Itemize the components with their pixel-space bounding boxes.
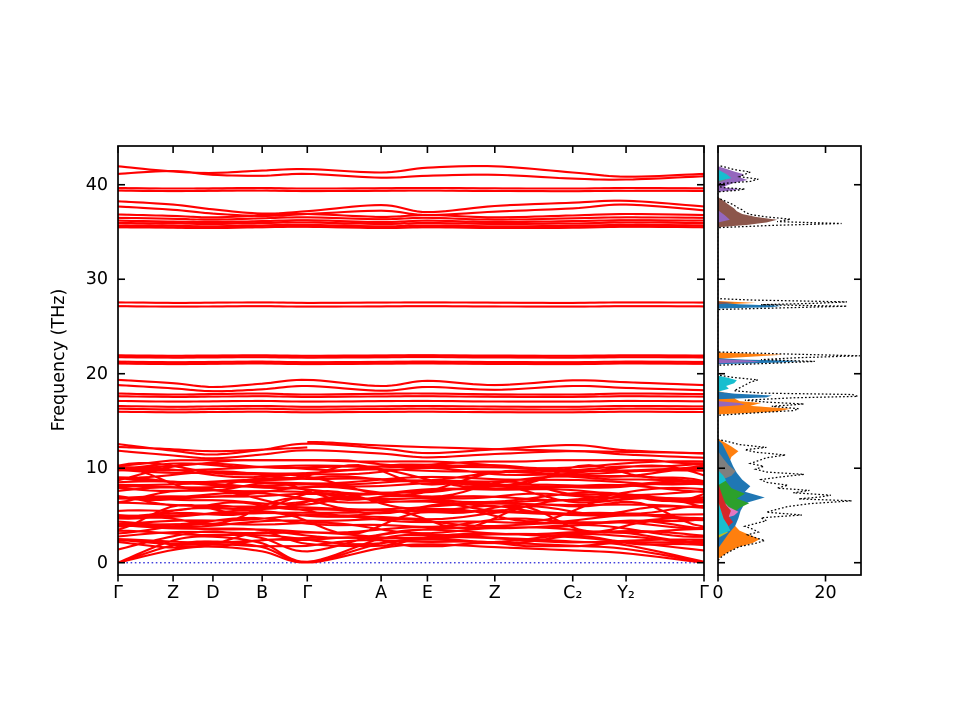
phonon-band-line — [117, 534, 705, 548]
phonon-band-line — [117, 395, 704, 398]
dos-panel-frame — [717, 145, 862, 576]
phonon-band-line — [117, 462, 705, 489]
kpoint-label: C₂ — [563, 583, 583, 603]
phonon-band-line — [117, 442, 705, 456]
phonon-band-line — [117, 445, 308, 453]
dos-x-tick-label: 20 — [814, 583, 837, 603]
dos-total-line — [717, 164, 860, 561]
phonon-band-line — [117, 513, 705, 525]
phonon-band-line — [118, 225, 705, 230]
phonon-band-line — [117, 384, 705, 393]
phonon-band-line — [117, 490, 705, 523]
kpoint-label: Γ — [113, 583, 123, 603]
phonon-band-line — [117, 199, 705, 215]
y-tick-label: 20 — [85, 363, 108, 384]
y-axis-title: Frequency (THz) — [49, 288, 69, 432]
phonon-band-line — [117, 169, 705, 181]
phonon-band-line — [117, 378, 705, 389]
phonon-band-line — [118, 189, 704, 193]
phonon-band-line — [118, 392, 704, 396]
phonon-band-line — [117, 538, 705, 548]
phonon-band-line — [118, 223, 705, 228]
phonon-band-line — [118, 481, 705, 490]
kpoint-label: Y₂ — [617, 583, 635, 603]
dos-x-tick-label: 0 — [712, 583, 724, 603]
phonon-band-line — [118, 407, 705, 411]
phonon-band-line — [117, 480, 705, 504]
phonon-band-line — [117, 461, 705, 497]
phonon-band-line — [117, 410, 704, 414]
kpoint-label: E — [421, 583, 433, 603]
phonon-band-line — [117, 219, 704, 224]
phonon-band-line — [118, 301, 704, 304]
phonon-band-line — [117, 186, 704, 190]
phonon-band-line — [117, 503, 705, 536]
kpoint-label: A — [375, 583, 388, 603]
phonon-band-line — [117, 399, 704, 403]
kpoint-label: D — [206, 583, 220, 603]
kpoint-label: Z — [167, 583, 180, 603]
y-tick-label: 0 — [96, 552, 108, 573]
phonon-band-line — [117, 362, 704, 366]
kpoint-label: Z — [488, 583, 501, 603]
phonon-band-line — [307, 440, 705, 455]
phonon-band-line — [118, 221, 704, 226]
band-panel-frame — [117, 145, 705, 576]
phonon-band-line — [117, 459, 705, 467]
y-tick-label: 30 — [85, 269, 108, 290]
phonon-band-line — [117, 464, 705, 491]
y-tick-label: 40 — [85, 174, 108, 195]
phonon-band-line — [118, 354, 704, 357]
kpoint-label: Γ — [302, 583, 313, 603]
kpoint-label: B — [256, 583, 269, 603]
phonon-band-line — [117, 459, 705, 470]
phonon-band-line — [117, 466, 705, 479]
phonon-band-line — [117, 216, 704, 221]
phonon-band-line — [117, 212, 705, 219]
y-tick-label: 10 — [85, 458, 108, 479]
phonon-band-line — [117, 360, 704, 364]
phonon-band-line — [118, 356, 704, 359]
phonon-band-line — [117, 404, 704, 408]
kpoint-label: Γ — [699, 583, 709, 603]
phonon-band-line — [117, 203, 705, 217]
